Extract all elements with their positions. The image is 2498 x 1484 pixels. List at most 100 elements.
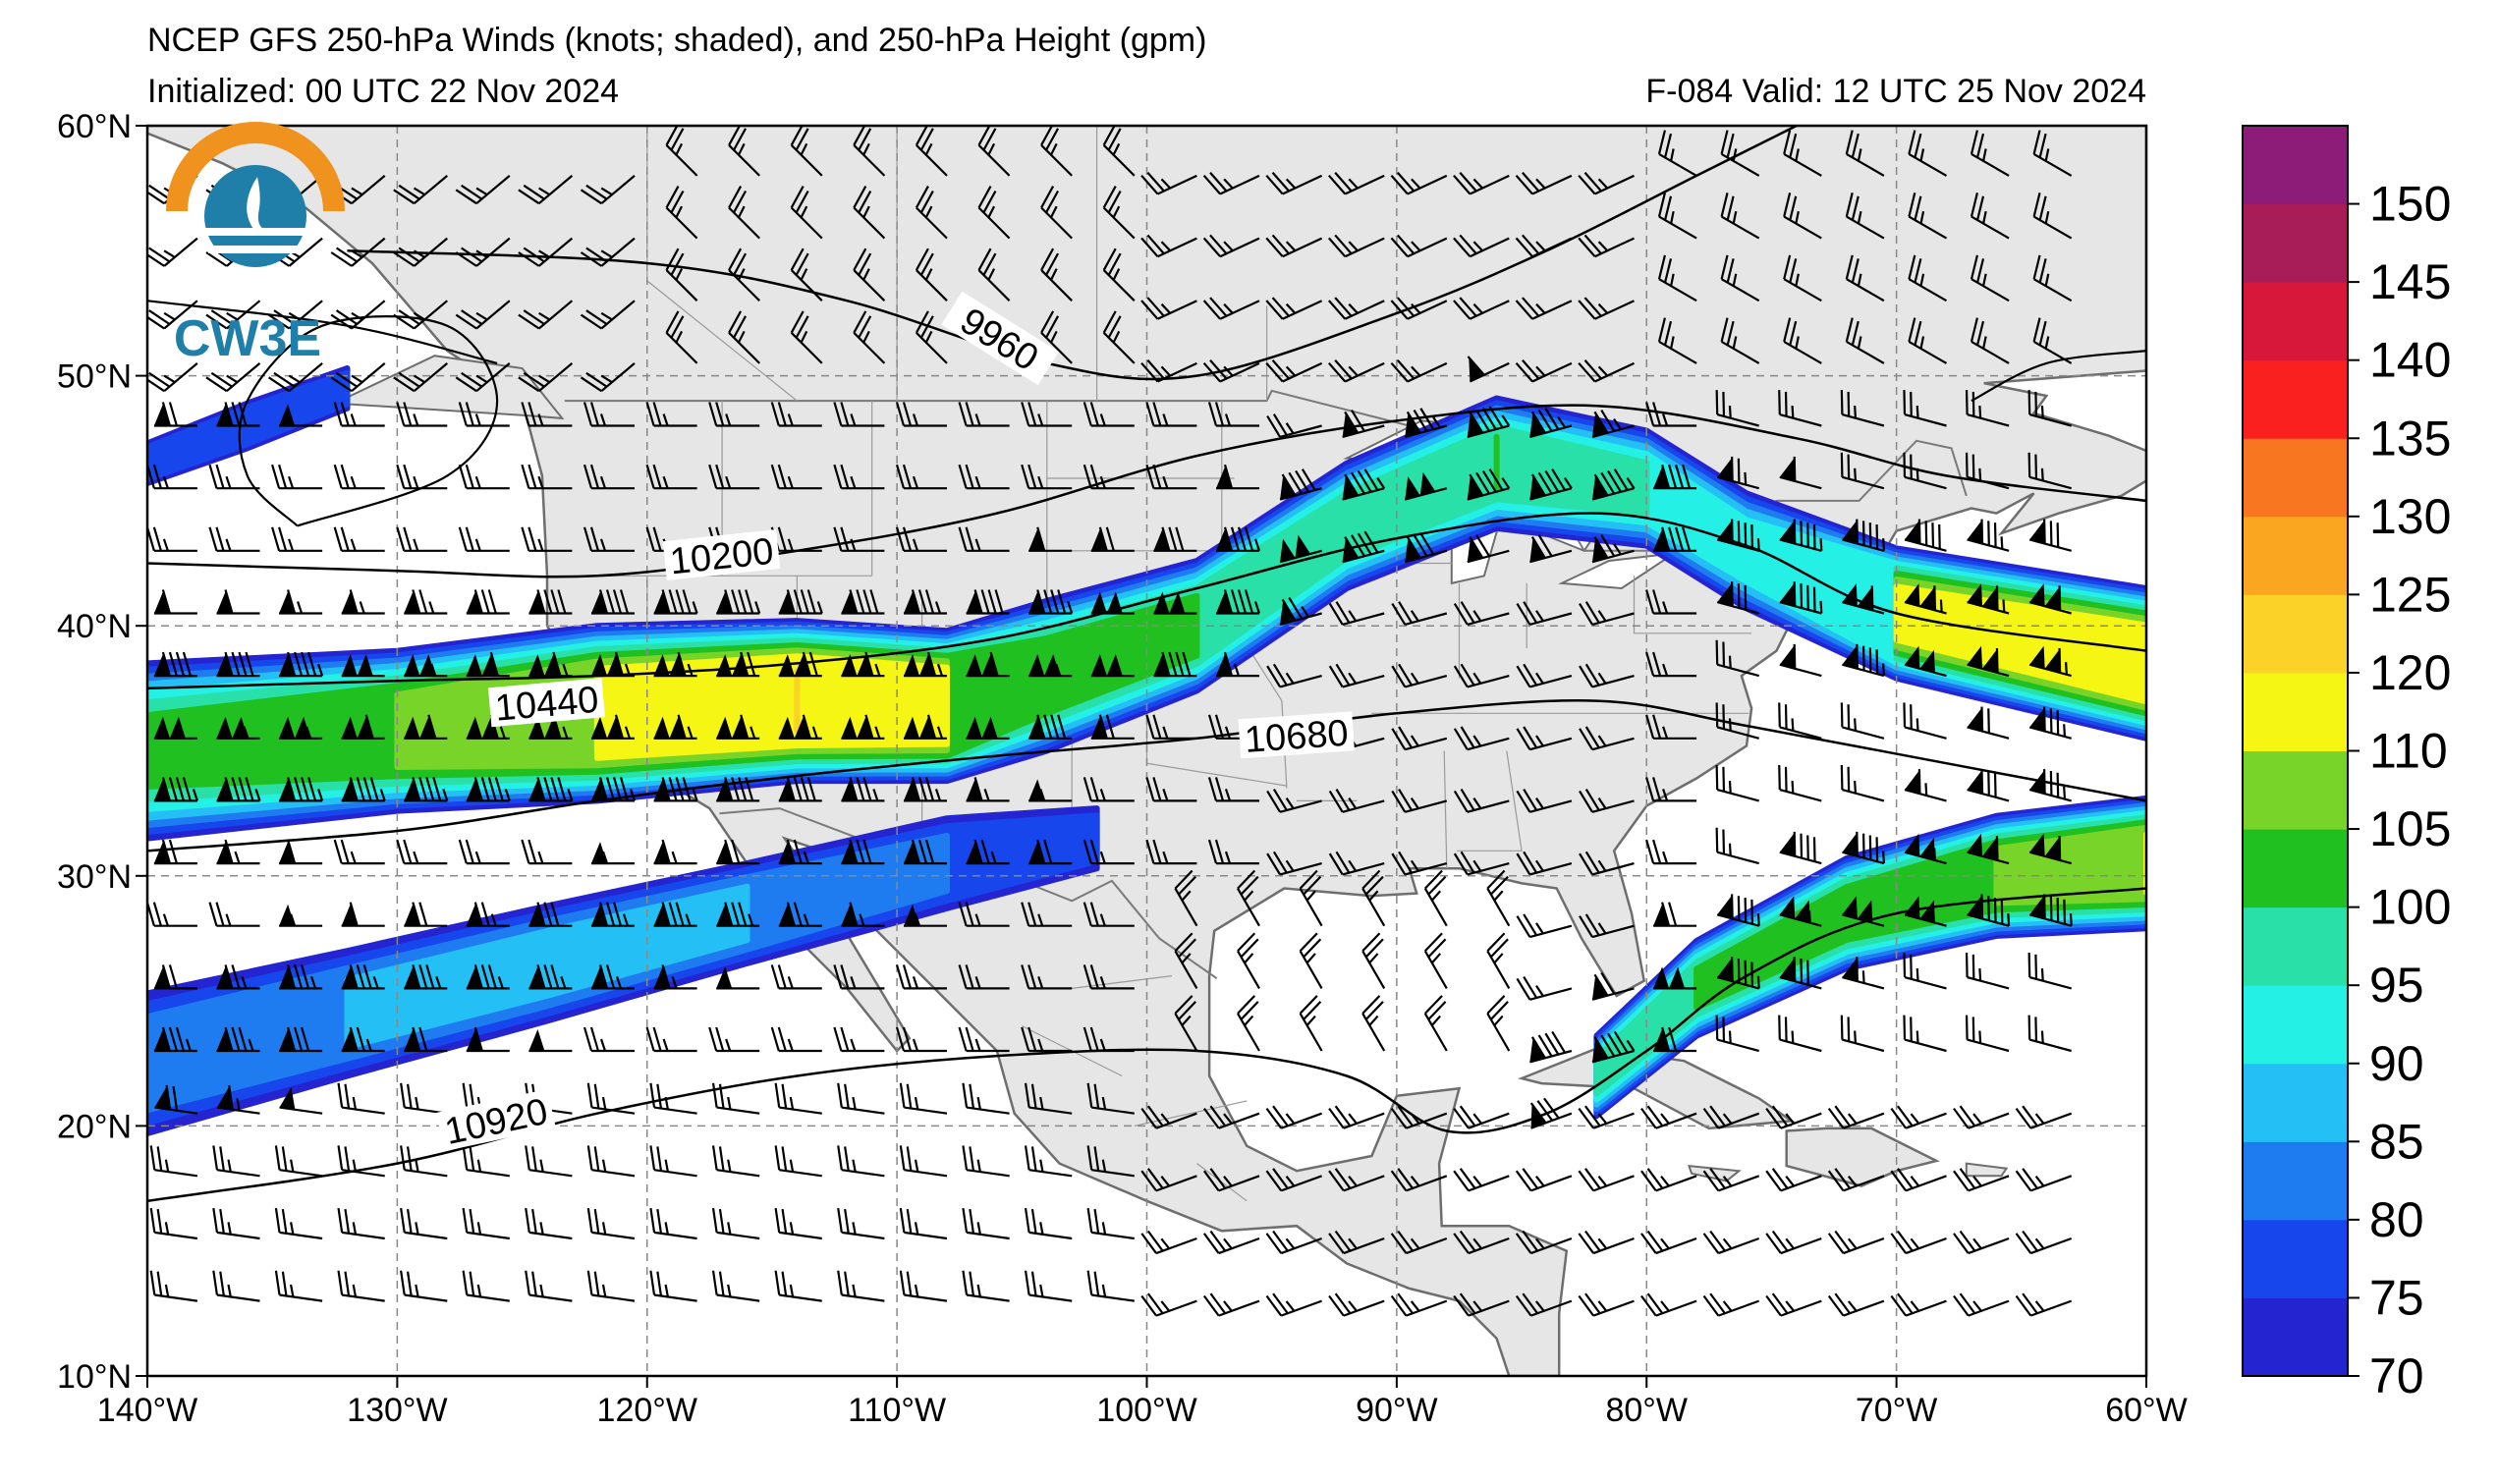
barb-full: [1987, 708, 1990, 734]
wind-barb: [1090, 714, 1135, 740]
wind-barb: [790, 310, 823, 364]
barb-half: [675, 330, 684, 344]
height-contour-extra-1: [1971, 350, 2146, 403]
barb-half: [475, 311, 488, 321]
barb-staff: [1344, 174, 1385, 195]
barb-full: [790, 126, 805, 146]
barb-half: [1613, 543, 1622, 556]
barb-full: [1975, 320, 1985, 346]
barb-full: [675, 777, 685, 801]
barb-full: [733, 315, 748, 339]
barb-half: [1854, 780, 1858, 794]
barb-full: [1413, 534, 1428, 557]
barb-flag: [216, 842, 233, 864]
barb-staff: [1469, 174, 1510, 195]
wind-barb: [1845, 130, 1885, 177]
barb-staff: [600, 175, 636, 205]
height-contour-10200: [147, 404, 2146, 578]
wind-barb: [1579, 601, 1635, 626]
barb-full: [1050, 714, 1060, 740]
barb-flag: [591, 716, 607, 739]
barb-full: [1082, 464, 1092, 489]
barb-staff: [537, 237, 574, 267]
barb-full: [1970, 130, 1979, 155]
barb-full: [902, 526, 913, 552]
barb-flag: [279, 654, 296, 677]
barb-full: [161, 839, 171, 864]
wind-barb: [330, 362, 386, 393]
wind-barb: [2032, 254, 2073, 302]
wind-barb: [853, 126, 886, 177]
wind-barb: [1390, 359, 1448, 383]
barb-full: [1975, 133, 1985, 158]
barb-full: [1391, 728, 1407, 750]
barb-full: [733, 252, 748, 276]
wind-barb: [1216, 651, 1259, 678]
wind-barb: [1342, 468, 1386, 501]
lon-tick-label: 140°W: [97, 1392, 197, 1429]
barb-full: [1789, 195, 1798, 221]
barb-full: [1043, 714, 1053, 740]
barb-half: [934, 789, 942, 801]
barb-half: [1162, 789, 1169, 801]
barb-flag: [857, 716, 873, 739]
barb-full: [1089, 464, 1099, 489]
barb-full: [1089, 777, 1099, 801]
barb-half: [1795, 148, 1800, 162]
colorbar-label: 110: [2369, 724, 2448, 779]
wind-barb: [580, 300, 636, 330]
barb-flag: [279, 716, 296, 739]
colorbar-swatch-85: [2243, 1063, 2348, 1142]
barb-full: [790, 310, 805, 334]
barb-flag: [1529, 413, 1545, 437]
barb-flag: [778, 591, 795, 614]
barb-full: [1453, 174, 1471, 195]
barb-half: [1597, 365, 1609, 377]
barb-full: [340, 839, 350, 864]
barb-full: [1040, 186, 1055, 209]
barb-full: [1107, 128, 1122, 151]
barb-full: [1903, 452, 1907, 477]
wind-barb: [455, 300, 511, 330]
barb-half: [1919, 148, 1925, 162]
barb-staff: [2033, 278, 2073, 302]
barb-full: [808, 651, 818, 677]
barb-full: [1993, 522, 1997, 548]
wind-barb: [267, 300, 323, 330]
barb-full: [2032, 317, 2041, 343]
wind-barb: [271, 464, 323, 490]
barb-full: [1722, 704, 1726, 730]
barb-flag: [216, 591, 233, 614]
barb-full: [1207, 777, 1218, 801]
barb-staff: [853, 206, 886, 240]
colorbar-label: 140: [2369, 333, 2451, 388]
barb-flag: [1342, 538, 1359, 563]
barb-full: [1481, 408, 1497, 430]
barb-flag: [1028, 716, 1045, 739]
barb-flag: [232, 716, 249, 739]
barb-full: [1722, 391, 1726, 416]
barb-staff: [1658, 215, 1697, 240]
barb-full: [1040, 247, 1055, 271]
barb-full: [1214, 714, 1225, 740]
wind-barb: [396, 402, 448, 427]
barb-half: [1160, 302, 1172, 314]
barb-half: [850, 475, 857, 489]
barb-half: [1050, 330, 1058, 344]
barb-full: [1328, 790, 1344, 813]
barb-full: [1914, 320, 1922, 346]
wind-barb: [1216, 589, 1261, 615]
barb-full: [1778, 390, 1781, 415]
wind-barb: [1720, 192, 1760, 240]
barb-staff: [475, 300, 511, 330]
barb-flag: [981, 654, 998, 677]
barb-full: [238, 402, 248, 426]
wind-barb: [1140, 359, 1197, 383]
wind-barb: [915, 310, 948, 364]
barb-half: [226, 374, 239, 384]
barb-full: [1933, 585, 1937, 611]
barb-half: [749, 726, 756, 740]
barb-full: [1390, 361, 1409, 383]
barb-full: [1107, 190, 1122, 213]
barb-half: [1411, 178, 1421, 190]
